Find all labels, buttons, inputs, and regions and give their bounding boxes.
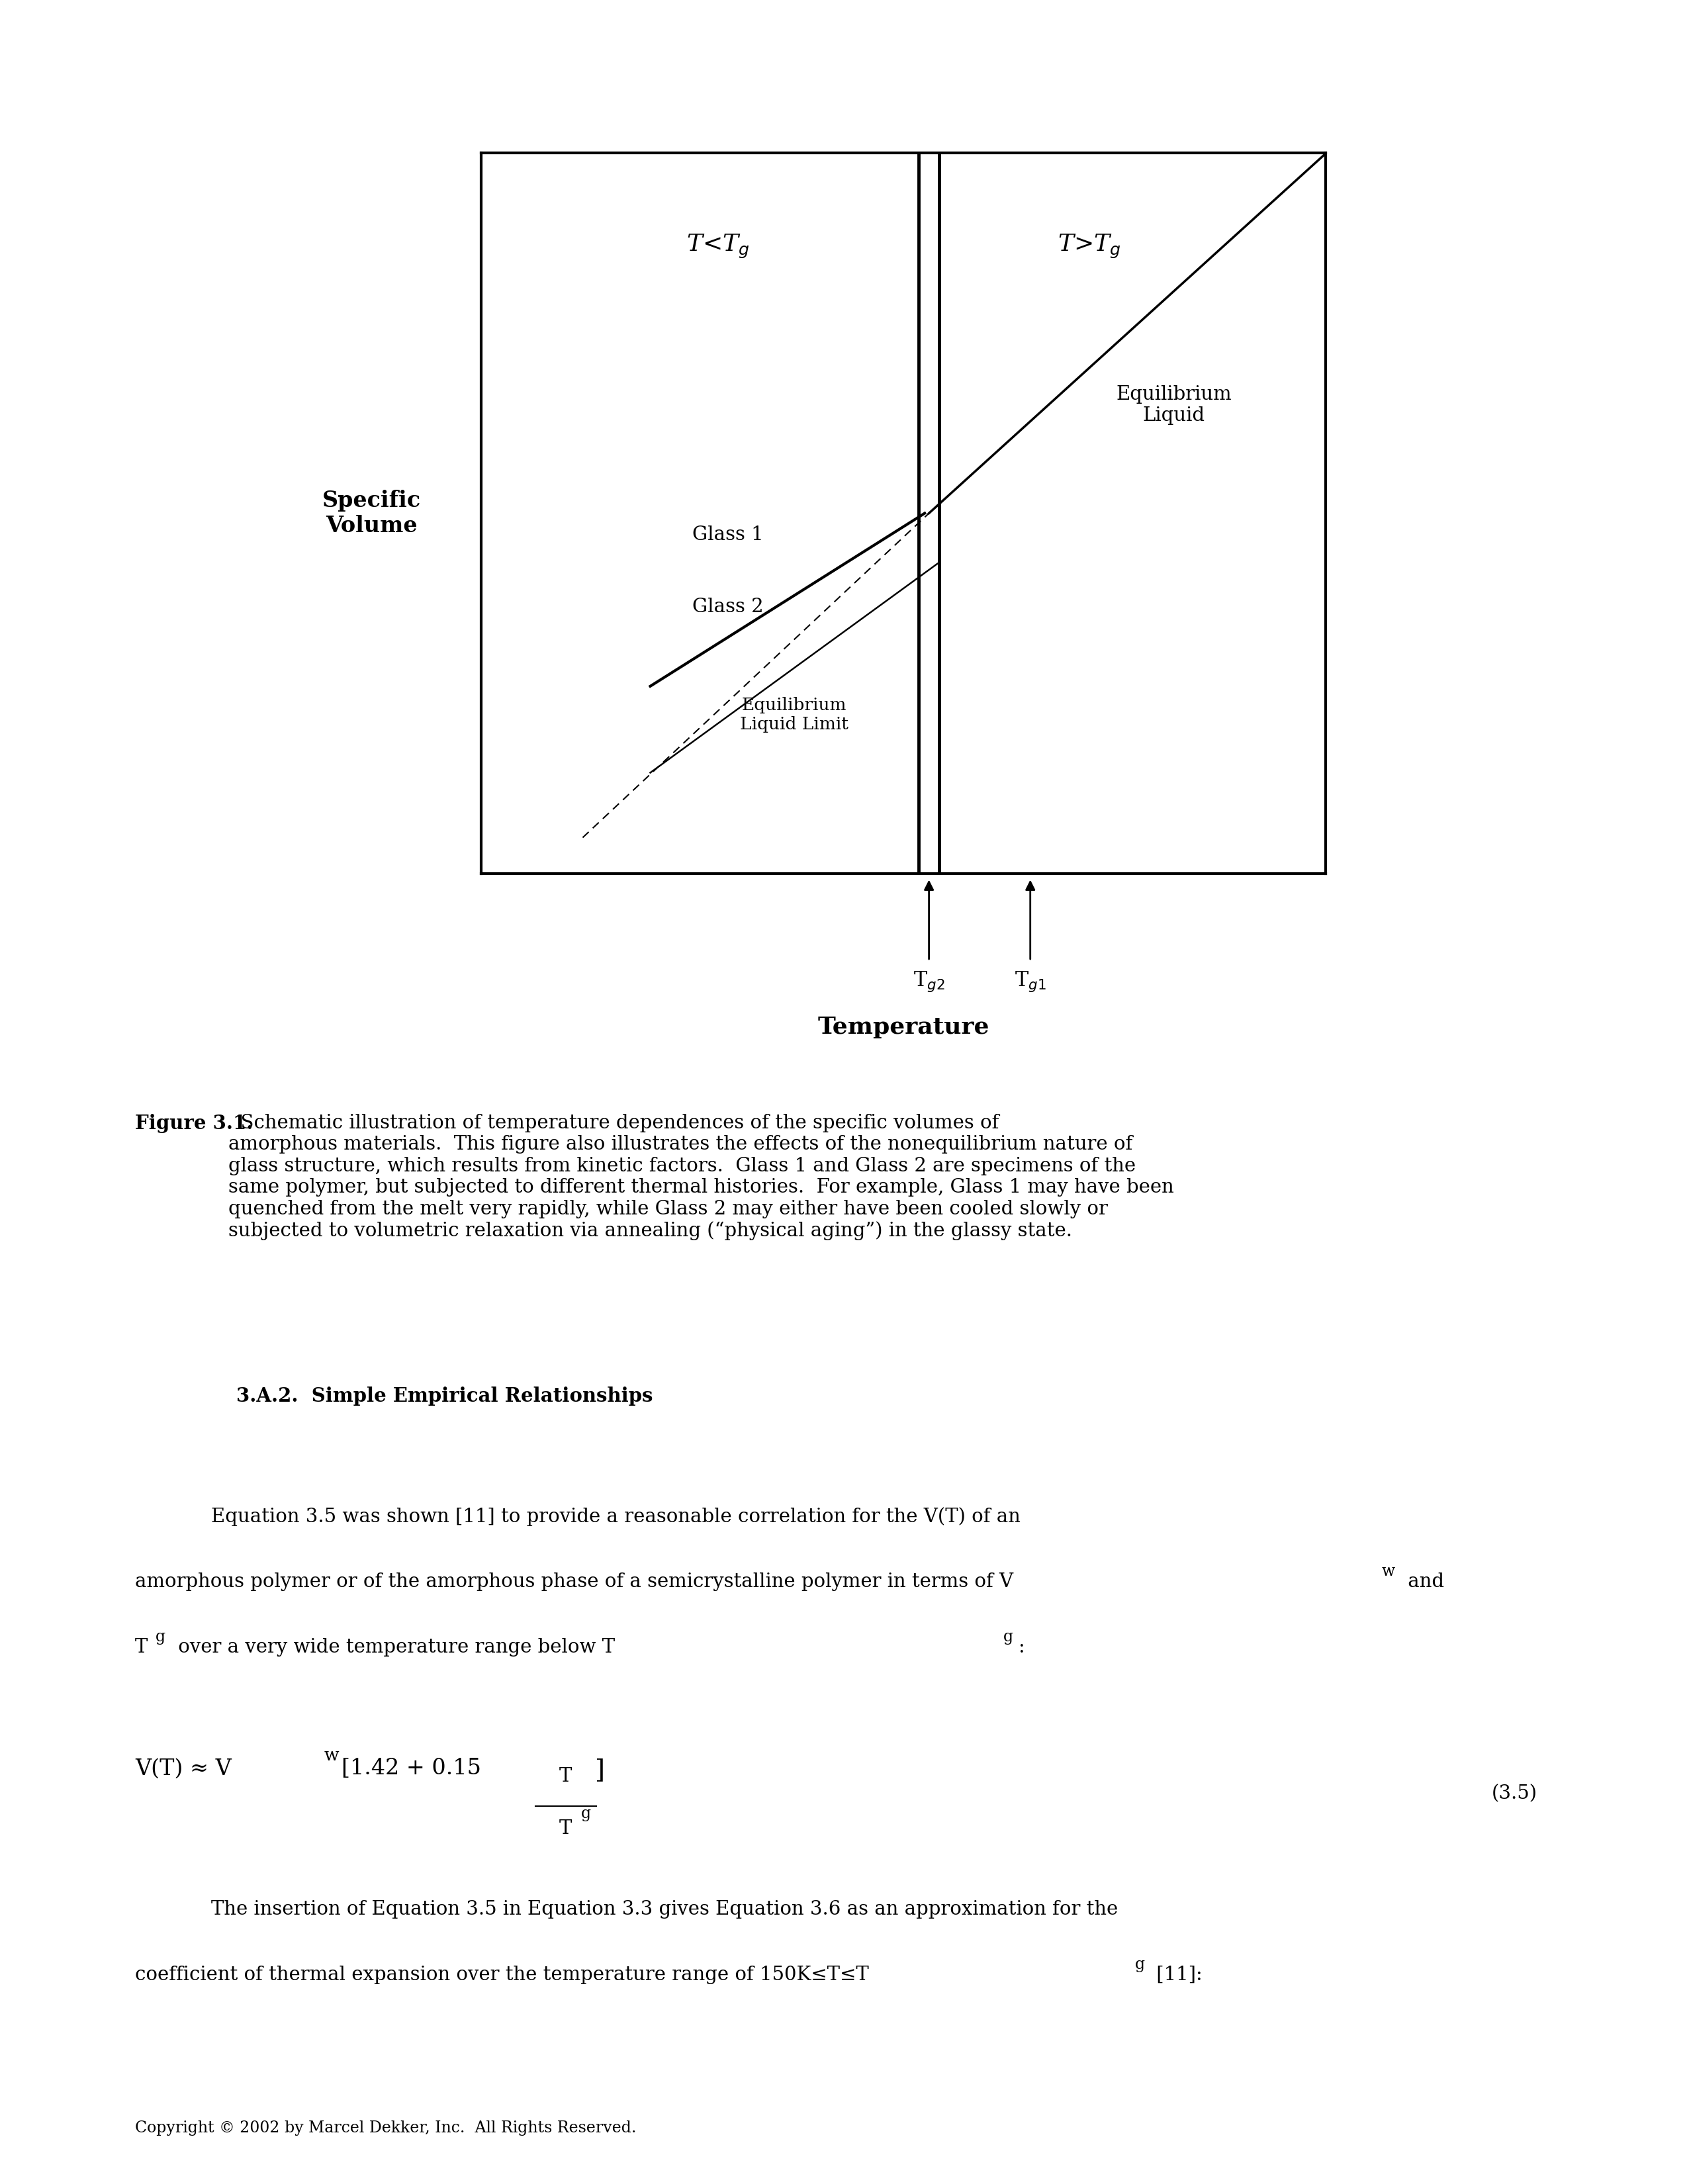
- Text: T: T: [559, 1767, 573, 1784]
- Text: :: :: [1018, 1638, 1025, 1655]
- Text: Glass 2: Glass 2: [692, 598, 763, 616]
- Text: Glass 1: Glass 1: [692, 526, 763, 544]
- Text: 3.A.2.  Simple Empirical Relationships: 3.A.2. Simple Empirical Relationships: [236, 1387, 654, 1406]
- Text: The insertion of Equation 3.5 in Equation 3.3 gives Equation 3.6 as an approxima: The insertion of Equation 3.5 in Equatio…: [211, 1900, 1118, 1918]
- Text: (3.5): (3.5): [1491, 1784, 1537, 1802]
- Text: Equilibrium
Liquid: Equilibrium Liquid: [1116, 384, 1231, 426]
- Text: w: w: [1382, 1564, 1395, 1579]
- Text: T$_{g1}$: T$_{g1}$: [1015, 970, 1045, 994]
- Text: g: g: [581, 1806, 591, 1821]
- Text: V(T) ≈ V: V(T) ≈ V: [135, 1758, 231, 1780]
- Text: w: w: [324, 1747, 339, 1765]
- Text: Figure 3.1.: Figure 3.1.: [135, 1114, 253, 1133]
- Text: T$_{g2}$: T$_{g2}$: [914, 970, 944, 994]
- Text: coefficient of thermal expansion over the temperature range of 150K≤T≤T: coefficient of thermal expansion over th…: [135, 1966, 868, 1983]
- Text: T: T: [135, 1638, 149, 1655]
- Text: T>T$_g$: T>T$_g$: [1057, 234, 1121, 260]
- Text: g: g: [1135, 1957, 1145, 1972]
- Text: T: T: [559, 1819, 573, 1837]
- Text: ]: ]: [595, 1758, 605, 1782]
- Text: [11]:: [11]:: [1150, 1966, 1203, 1983]
- Text: Specific
Volume: Specific Volume: [323, 489, 421, 537]
- Text: g: g: [1003, 1629, 1013, 1645]
- Text: Schematic illustration of temperature dependences of the specific volumes of
amo: Schematic illustration of temperature de…: [228, 1114, 1174, 1241]
- Text: over a very wide temperature range below T: over a very wide temperature range below…: [172, 1638, 615, 1655]
- Text: T<T$_g$: T<T$_g$: [686, 234, 750, 260]
- Text: amorphous polymer or of the amorphous phase of a semicrystalline polymer in term: amorphous polymer or of the amorphous ph…: [135, 1572, 1013, 1590]
- Text: Equilibrium
Liquid Limit: Equilibrium Liquid Limit: [740, 697, 848, 734]
- Text: Temperature: Temperature: [817, 1016, 990, 1037]
- Text: Copyright © 2002 by Marcel Dekker, Inc.  All Rights Reserved.: Copyright © 2002 by Marcel Dekker, Inc. …: [135, 2121, 637, 2136]
- Text: g: g: [155, 1629, 166, 1645]
- Text: Equation 3.5 was shown [11] to provide a reasonable correlation for the V(T) of : Equation 3.5 was shown [11] to provide a…: [211, 1507, 1020, 1527]
- Text: [1.42 + 0.15: [1.42 + 0.15: [341, 1758, 481, 1780]
- Text: and: and: [1402, 1572, 1444, 1590]
